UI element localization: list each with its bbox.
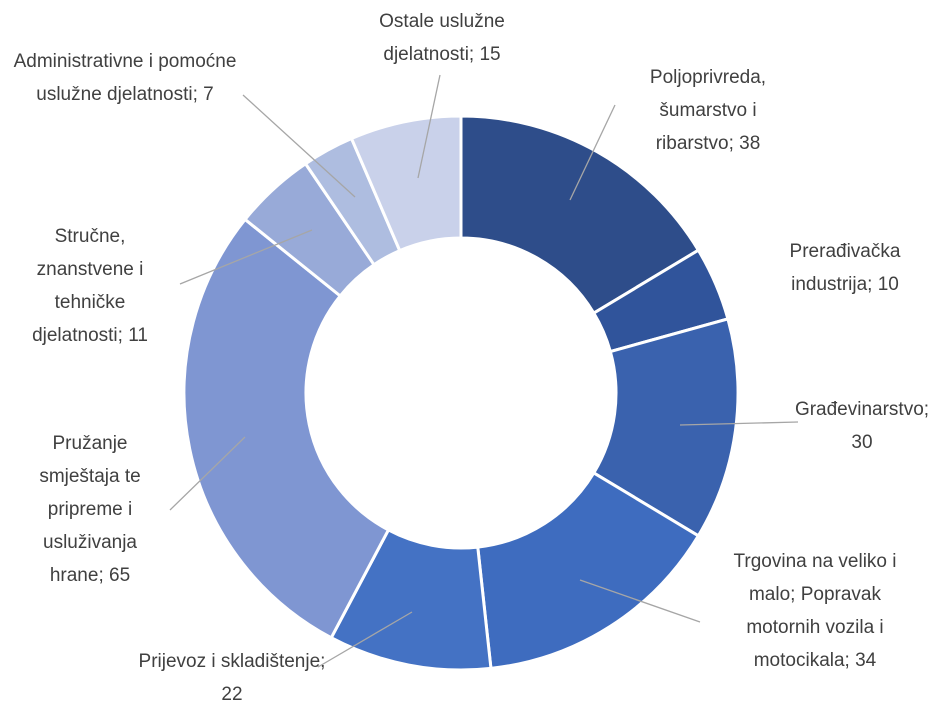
leader-line (569, 104, 616, 201)
data-label: Pružanje smještaja te pripreme i usluživanj… (39, 433, 140, 586)
data-label: Ostale uslužne djelatnosti; 15 (379, 11, 505, 65)
donut-segment (349, 114, 463, 253)
donut-segment (476, 470, 701, 671)
data-label: Prijevoz i skladištenje; 22 (139, 651, 326, 704)
donut-segment (182, 217, 391, 640)
leader-line (579, 579, 701, 623)
donut-segment (459, 114, 701, 316)
data-label: Građevinarstvo; 30 (795, 399, 929, 453)
leader-line (679, 421, 799, 426)
data-label: Prerađivačka industrija; 10 (790, 241, 901, 295)
leader-line (317, 611, 413, 668)
leader-line (169, 436, 246, 511)
leader-line (179, 229, 313, 285)
leader-line (242, 94, 356, 198)
data-label: Poljoprivreda, šumarstvo i ribarstvo; 38 (650, 67, 766, 154)
data-label: Trgovina na veliko i malo; Popravak motorn… (734, 551, 897, 671)
data-label: Stručne, znanstvene i tehničke djelatnosti;… (32, 226, 148, 346)
leader-line (417, 74, 441, 179)
data-label: Administrativne i pomoćne uslužne djelatn… (14, 51, 237, 105)
